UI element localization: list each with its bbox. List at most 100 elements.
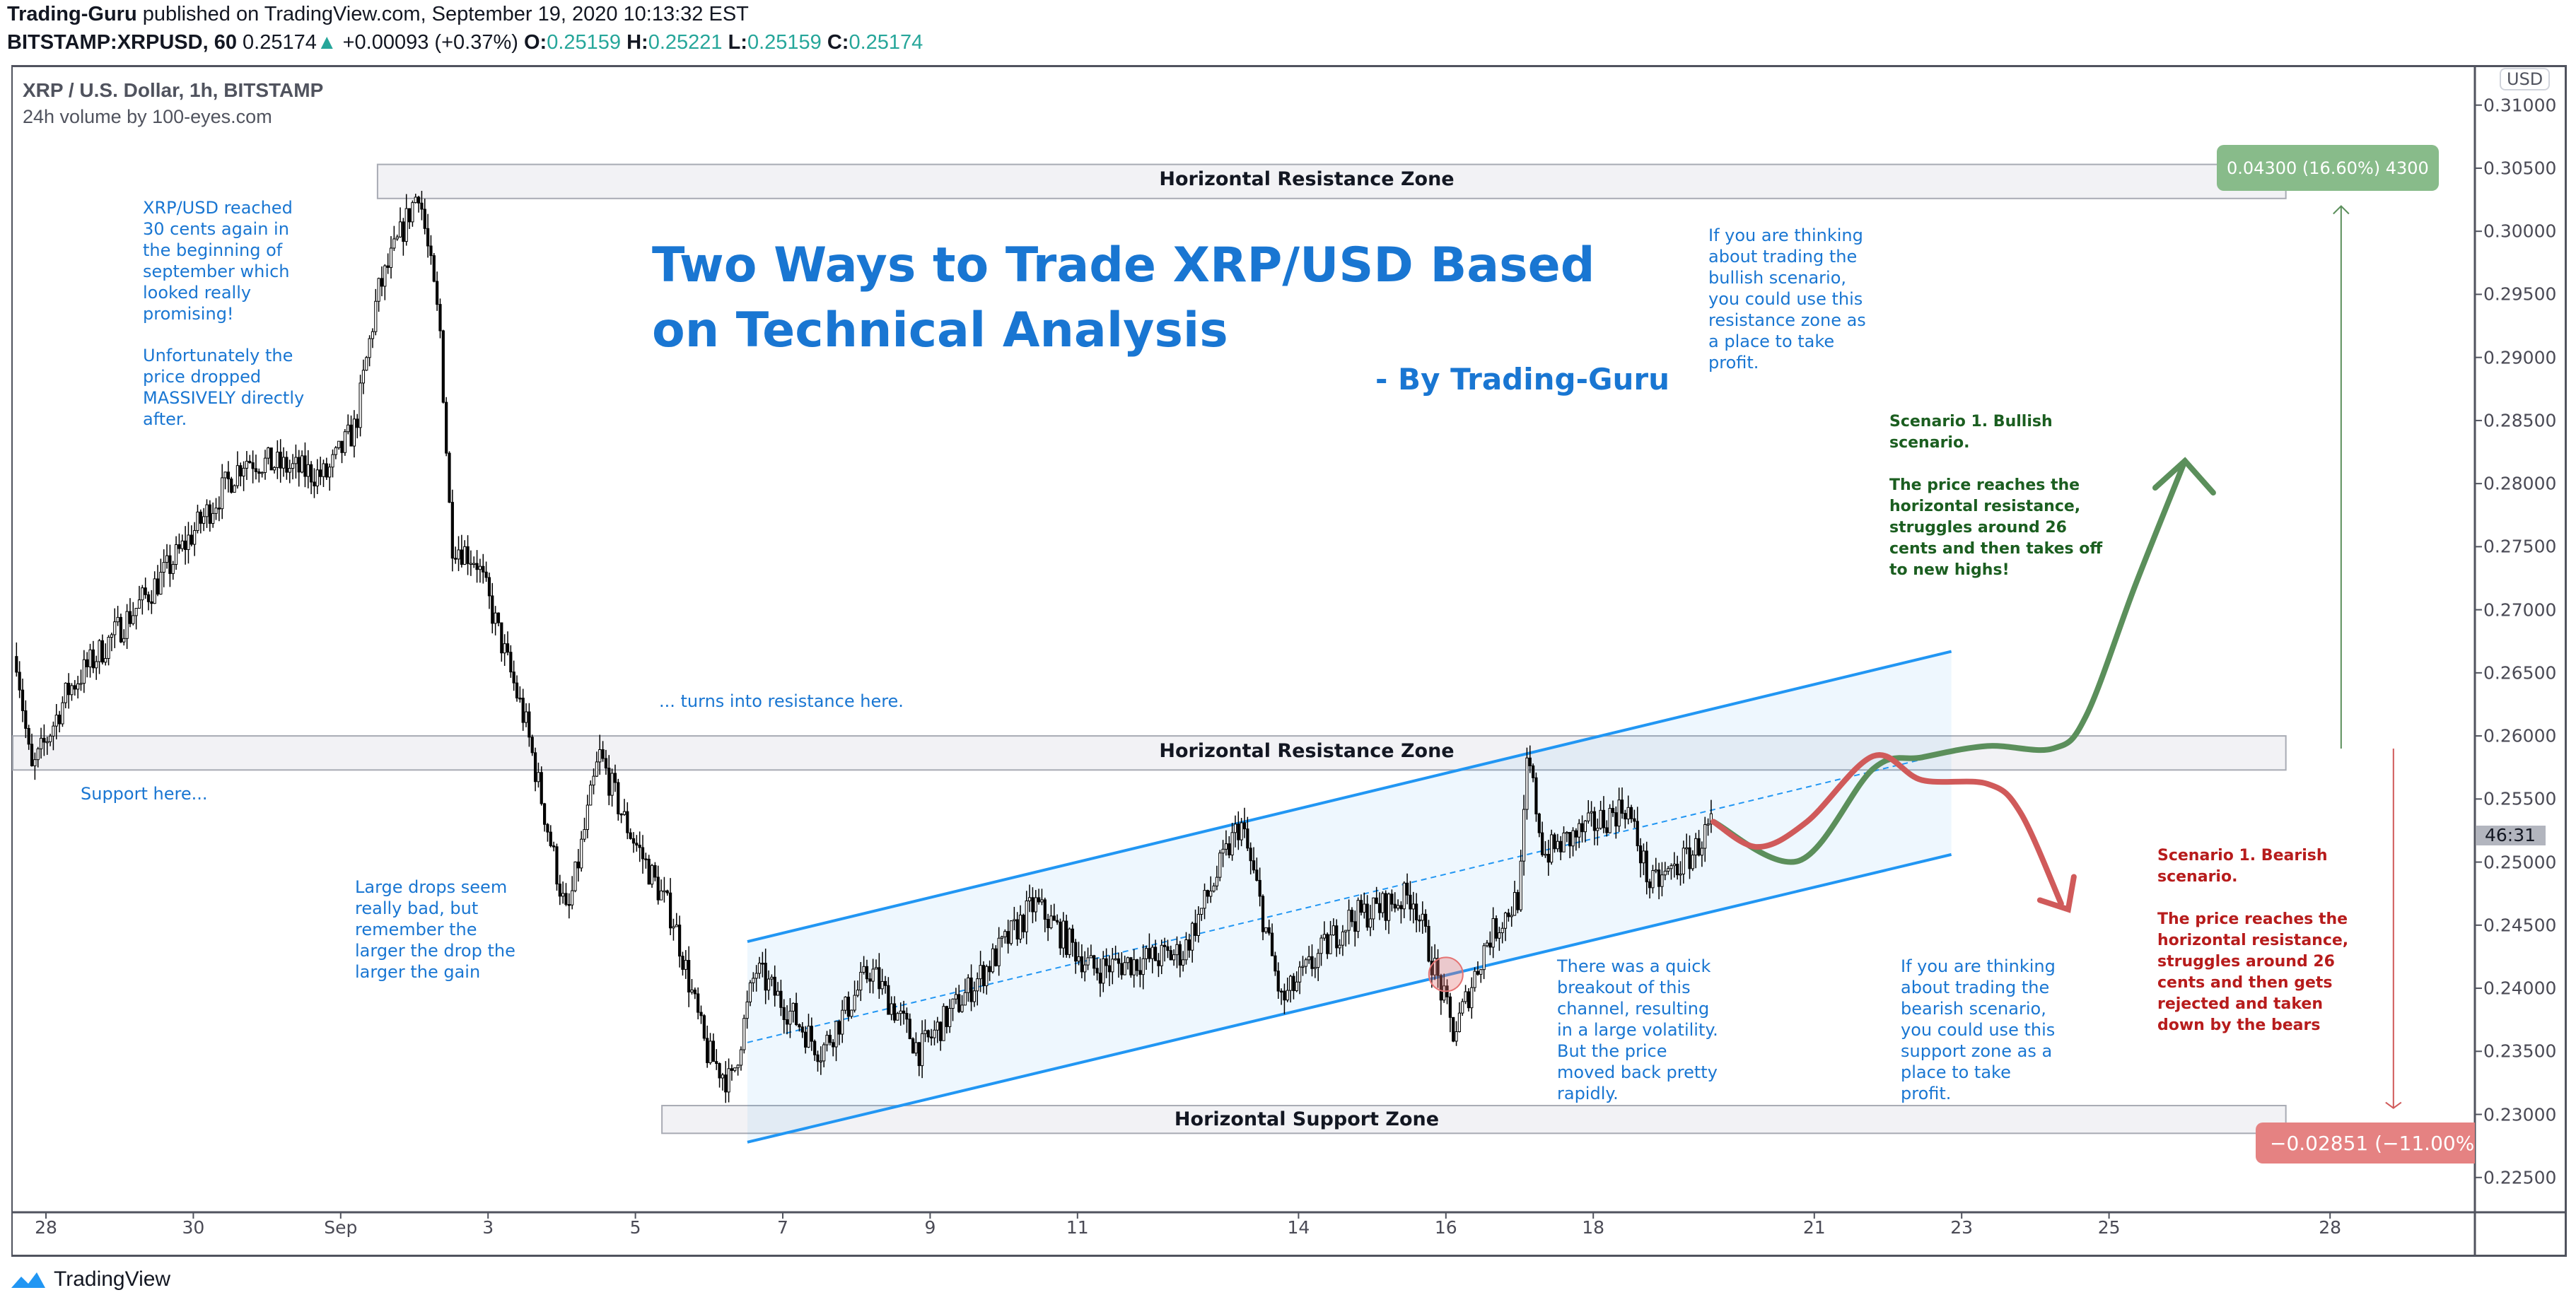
- candle-body: [30, 744, 34, 766]
- candle-body: [450, 502, 454, 559]
- candle-body: [79, 683, 83, 685]
- candle-body: [1421, 913, 1424, 921]
- candle-body: [1384, 893, 1387, 921]
- title-line-1: Two Ways to Trade XRP/USD Based: [652, 238, 1595, 293]
- candle-body: [1013, 919, 1016, 922]
- candle-body: [954, 994, 957, 1000]
- indicator-legend[interactable]: 24h volume by 100-eyes.com: [23, 106, 272, 127]
- candle-body: [110, 634, 114, 638]
- candle-body: [644, 858, 648, 860]
- candle-body: [1617, 799, 1621, 827]
- candle-body: [1224, 843, 1228, 850]
- candle-body: [1335, 925, 1339, 949]
- candle-body: [1580, 823, 1584, 833]
- candle-body: [641, 847, 645, 860]
- candle-body: [761, 962, 764, 965]
- candle-body: [119, 616, 123, 643]
- candle-body: [457, 549, 460, 560]
- candle-body: [1494, 918, 1498, 939]
- candle-body: [1452, 1016, 1455, 1042]
- candle-body: [420, 202, 424, 210]
- candle-body: [1178, 944, 1182, 966]
- candle-body: [361, 370, 366, 384]
- candle-body: [460, 549, 463, 565]
- candle-body: [1068, 928, 1071, 955]
- candle-body: [576, 861, 580, 869]
- candle-body: [190, 534, 193, 545]
- note-breakout: There was a quick breakout of this chann…: [1557, 956, 1718, 1103]
- time-tick-label: 25: [2097, 1217, 2121, 1238]
- candle-body: [1089, 955, 1093, 959]
- time-tick-label: 7: [777, 1217, 788, 1238]
- price-tick-label: 0.25000: [2483, 852, 2557, 873]
- candle-body: [540, 772, 543, 804]
- candle-body: [356, 418, 359, 428]
- symbol-line: BITSTAMP:XRPUSD, 60 0.25174▲ +0.00093 (+…: [7, 31, 923, 54]
- candle-body: [757, 962, 762, 974]
- candle-body: [1608, 808, 1612, 833]
- candle-body: [926, 1030, 930, 1038]
- author[interactable]: Trading-Guru: [7, 3, 137, 25]
- candle-body: [1129, 957, 1133, 975]
- candle-body: [1648, 881, 1652, 889]
- candle-body: [1037, 897, 1041, 903]
- candle-body: [862, 966, 866, 973]
- candle-body: [718, 1063, 721, 1079]
- candle-body: [585, 804, 589, 830]
- candle-body: [1283, 990, 1286, 1001]
- tradingview-logo[interactable]: TradingView: [8, 1267, 170, 1291]
- candle-body: [1411, 903, 1415, 910]
- price-tick-label: 0.24500: [2483, 915, 2557, 936]
- candle-body: [911, 1038, 915, 1054]
- candle-body: [1470, 987, 1474, 1009]
- candle-body: [263, 457, 267, 473]
- candle-body: [1132, 959, 1136, 975]
- candle-body: [663, 890, 666, 893]
- channel-mid-line: [747, 751, 1952, 1043]
- candle-body: [448, 452, 451, 503]
- time-tick-label: 11: [1066, 1217, 1089, 1238]
- price-tick-label: 0.22500: [2483, 1167, 2557, 1188]
- series-legend[interactable]: XRP / U.S. Dollar, 1h, BITSTAMP: [23, 79, 324, 101]
- candle-body: [1203, 890, 1206, 909]
- candle-body: [779, 990, 783, 1008]
- candle-body: [1043, 899, 1047, 920]
- candle-body: [1049, 915, 1053, 929]
- candle-body: [874, 967, 878, 970]
- candle-body: [1301, 966, 1305, 968]
- candle-body: [1626, 807, 1630, 820]
- candle-body: [436, 281, 439, 305]
- candle-body: [235, 465, 240, 486]
- candle-body: [1550, 834, 1554, 863]
- last-price: 0.25174: [243, 31, 317, 54]
- candle-body: [1473, 971, 1476, 988]
- currency-button[interactable]: USD: [2500, 68, 2551, 90]
- time-tick-label: 23: [1950, 1217, 1974, 1238]
- candle-body: [432, 255, 436, 282]
- candle-body: [162, 562, 165, 573]
- candle-body: [146, 594, 151, 602]
- candle-body: [67, 682, 71, 696]
- candle-body: [939, 1021, 943, 1041]
- candle-body: [1537, 814, 1541, 833]
- candle-body: [1672, 863, 1676, 867]
- candle-body: [1031, 897, 1035, 913]
- candle-body: [174, 544, 178, 565]
- candle-body: [1457, 1012, 1462, 1032]
- bearish-scenario-path: [1710, 752, 2064, 907]
- candle-body: [711, 1041, 715, 1062]
- candle-body: [832, 1042, 835, 1048]
- candle-body: [976, 978, 979, 992]
- candle-body: [1313, 967, 1317, 969]
- candle-body: [300, 455, 304, 473]
- candle-body: [1660, 874, 1664, 887]
- candle-body: [377, 278, 380, 302]
- byline: - By Trading-Guru: [1375, 362, 1670, 397]
- candle-body: [1703, 824, 1707, 849]
- candle-body: [604, 758, 608, 769]
- note-bullish-scenario: Scenario 1. Bullish scenario. The price …: [1889, 413, 2103, 579]
- candle-body: [675, 925, 678, 927]
- candle-body: [223, 471, 227, 479]
- candle-body: [589, 785, 593, 806]
